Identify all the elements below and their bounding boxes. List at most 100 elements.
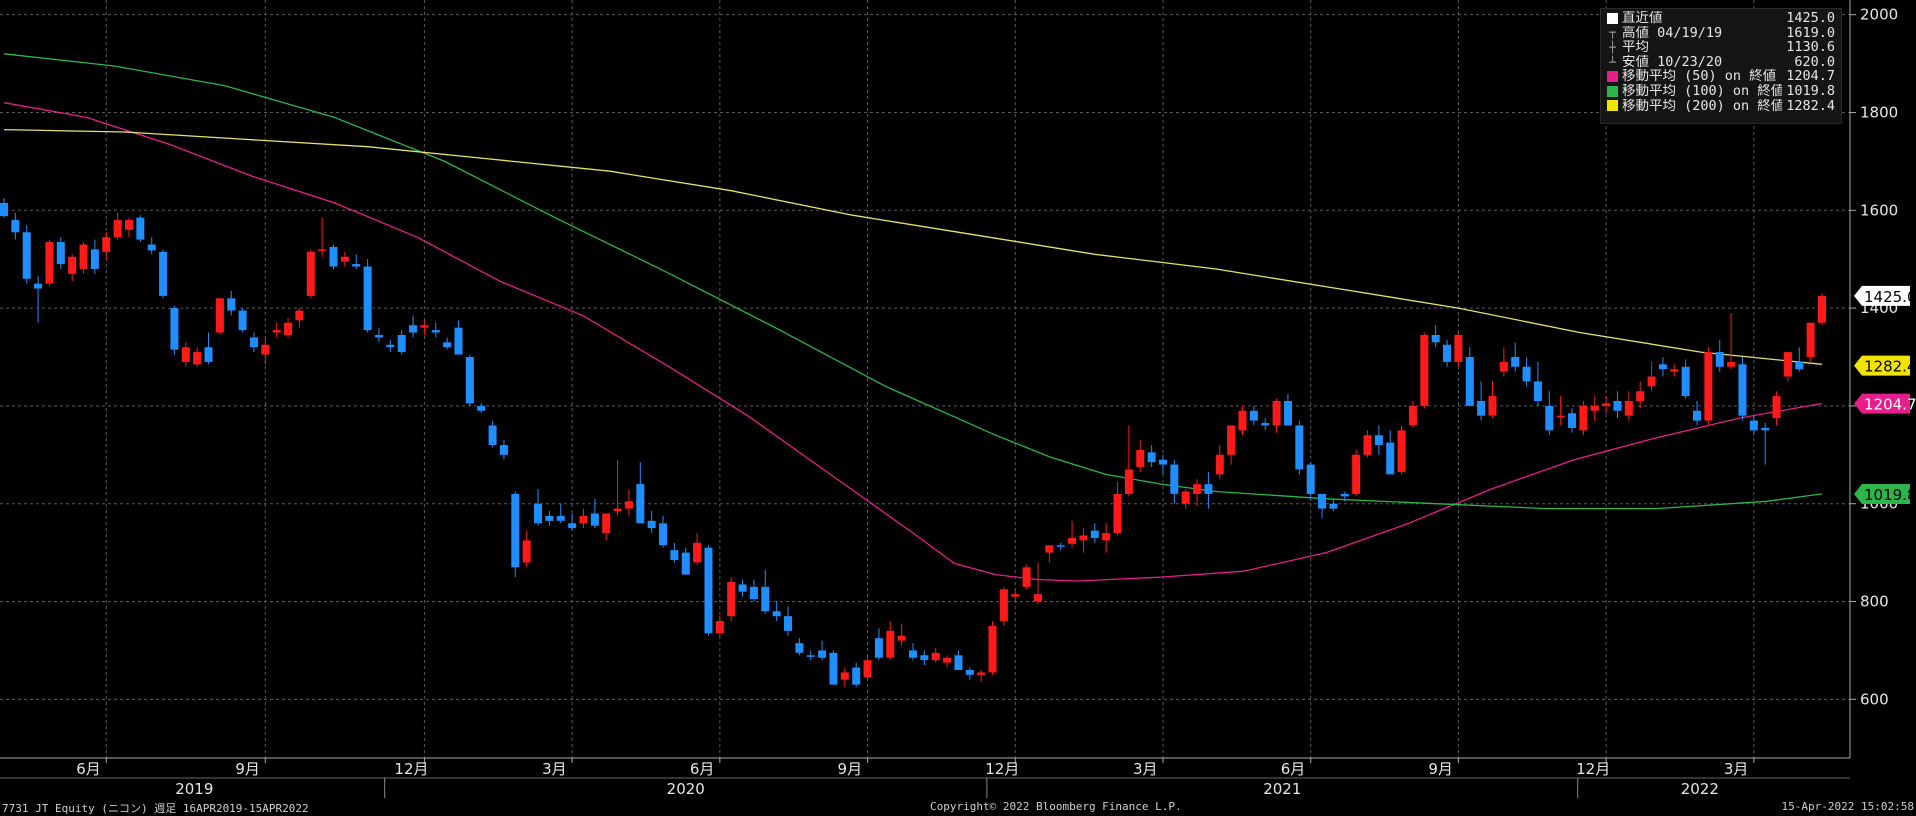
candle-body [374,334,383,338]
candle-body [454,327,463,355]
candle-body [1818,295,1826,323]
candle [1431,325,1440,348]
x-month-label: 6月 [1281,760,1306,778]
candle-body [409,325,418,333]
candle [1477,381,1486,421]
candle-body [897,635,906,641]
candle-body [840,672,849,680]
legend-row: 移動平均 (50) on 終値 1204.7 [1605,69,1835,84]
value-tag-label: 1019.8 [1864,486,1916,504]
candle-body [1624,401,1633,416]
candle [1783,352,1792,382]
candle-body [590,513,599,526]
candle-body [1306,464,1315,494]
candle-body [1465,356,1474,406]
x-month-label: 12月 [985,760,1019,778]
legend-high-icon: ┬ [1609,26,1616,40]
candle [579,508,588,529]
candle-body [431,330,440,333]
x-month-label: 3月 [1133,760,1158,778]
candle [886,621,895,661]
candle [1079,528,1088,553]
candle [477,403,486,414]
candle-body [136,217,145,240]
candle-body [568,523,577,529]
candle [659,515,668,548]
candle [1533,361,1542,406]
candle-body [193,352,202,365]
x-month-label: 9月 [1428,760,1453,778]
candle-body [1363,435,1372,455]
candle-body [1295,425,1304,470]
candle-body [477,405,486,411]
candle-body [1681,366,1690,397]
candle-body [284,322,293,335]
candle [795,638,804,656]
candle-body [499,445,508,455]
candle [1158,454,1167,475]
candle [102,232,111,260]
legend-value: 1019.8 [1786,82,1835,99]
candle [249,332,258,353]
candle [1011,589,1020,602]
value-tag-label: 1204.7 [1864,396,1916,414]
candle-body [613,508,622,512]
candle [704,545,713,636]
candle-body [795,643,804,653]
candle-body [1738,364,1747,416]
candle [647,511,656,534]
candle [749,579,758,602]
candle-body [1318,493,1327,509]
candle [0,198,8,218]
candle [1136,440,1145,472]
candle [1238,405,1247,436]
candle-body [45,242,54,284]
candle-body [1806,322,1815,357]
value-tag-bg [1854,285,1910,306]
x-month-label: 9月 [838,760,863,778]
candle [829,650,838,685]
candle [1738,356,1747,421]
candle [79,242,88,274]
candle-body [511,493,520,568]
value-tag: 1282.4 [1854,355,1916,376]
candle [181,342,190,367]
candle-body [68,256,77,274]
candle [693,533,702,565]
candle [715,616,724,636]
candle-body [181,347,190,362]
candle [1408,401,1417,428]
candle [306,249,315,299]
candle [1602,396,1611,414]
candle [1386,430,1395,475]
candle-body [670,550,679,560]
candle-body [261,344,270,355]
candle [397,330,406,355]
candle-body [1272,401,1281,426]
candle-body [761,586,770,612]
candle [818,640,827,661]
candle [874,628,883,661]
candle [409,315,418,338]
footer-copyright: Copyright© 2022 Bloomberg Finance L.P. [930,800,1182,813]
candle [124,217,133,238]
candle-body [1124,469,1133,494]
candle [1670,364,1679,377]
candle [761,569,770,614]
candle [1545,391,1554,436]
candle-body [1045,545,1054,553]
candle-body [1215,454,1224,475]
candle [1181,489,1190,509]
candle-body [534,503,543,524]
candle-body [147,244,156,251]
x-year-label: 2021 [1263,780,1301,798]
value-tag-bg [1854,484,1910,505]
legend-swatch [1607,12,1618,24]
candle-body [874,638,883,658]
candle-body [1443,344,1452,362]
candle [636,462,645,524]
legend-avg-icon: ┼ [1609,40,1616,54]
candle [261,337,270,365]
candle-body [363,266,372,331]
candle-body [1147,452,1156,463]
